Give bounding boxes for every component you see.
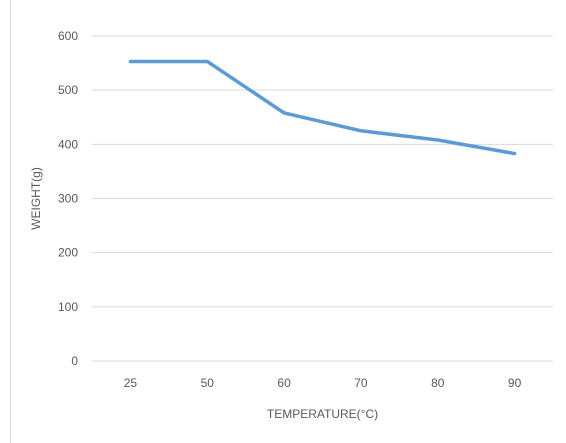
x-axis-ticks: 25 50 60 70 80 90 (124, 376, 522, 390)
y-tick-label: 200 (58, 246, 78, 260)
y-axis-ticks: 0 100 200 300 400 500 600 (58, 29, 78, 368)
y-tick-label: 400 (58, 137, 78, 151)
x-tick-label: 25 (124, 376, 138, 390)
x-tick-label: 60 (277, 376, 291, 390)
y-tick-label: 100 (58, 300, 78, 314)
x-tick-label: 70 (354, 376, 368, 390)
data-point (128, 59, 132, 63)
frame-left-border (10, 0, 11, 443)
data-point (436, 138, 440, 142)
data-point (513, 152, 517, 156)
data-point (205, 59, 209, 63)
series-line (128, 59, 517, 156)
y-tick-label: 300 (58, 192, 78, 206)
y-tick-label: 0 (71, 354, 78, 368)
data-point (282, 111, 286, 115)
data-point (359, 129, 363, 133)
gridlines (92, 35, 553, 362)
y-axis-title: WEIGHT(g) (29, 167, 43, 230)
y-tick-label: 600 (58, 29, 78, 43)
series-group (128, 59, 517, 156)
x-axis-title: TEMPERATURE(°C) (267, 407, 378, 421)
x-tick-label: 80 (431, 376, 445, 390)
x-tick-label: 90 (508, 376, 522, 390)
y-tick-label: 500 (58, 83, 78, 97)
x-tick-label: 50 (201, 376, 215, 390)
